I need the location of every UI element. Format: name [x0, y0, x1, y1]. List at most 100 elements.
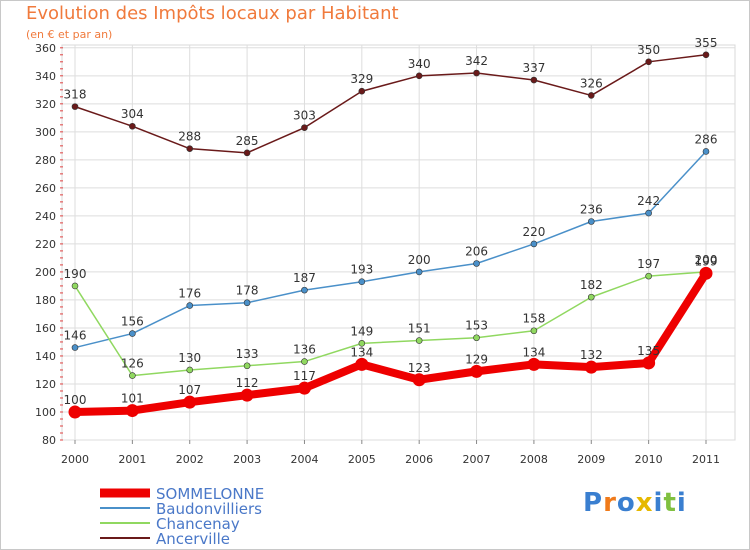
logo-letter: i [676, 488, 687, 518]
y-tick-label: 220 [35, 238, 56, 251]
data-point [530, 76, 538, 84]
data-point [587, 92, 595, 99]
data-point [358, 340, 366, 347]
y-tick-label: 260 [35, 182, 56, 195]
legend-label: Ancerville [156, 530, 230, 548]
y-tick-label: 80 [42, 434, 56, 447]
data-label: 200 [695, 253, 718, 267]
data-point [243, 149, 251, 157]
y-tick-label: 200 [35, 266, 56, 279]
data-label: 136 [293, 343, 316, 357]
data-point [699, 266, 713, 280]
data-label: 176 [178, 287, 201, 301]
x-tick-label: 2009 [577, 453, 605, 466]
data-point [243, 362, 251, 370]
data-point [473, 69, 480, 77]
x-tick-label: 2007 [463, 453, 491, 466]
data-label: 304 [121, 107, 144, 121]
x-tick-label: 2003 [233, 453, 261, 466]
chart-title: Evolution des Impôts locaux par Habitant [26, 3, 399, 24]
legend-label: SOMMELONNE [156, 485, 264, 503]
data-point [68, 405, 82, 419]
axes: 80 100 120 140 160 180 200 220 240 260 280 300 320 34… [35, 42, 720, 466]
y-tick-label: 180 [35, 294, 56, 307]
data-point [125, 404, 139, 418]
proxiti-logo: Proxiti [583, 488, 687, 518]
data-point [470, 364, 484, 378]
data-point [243, 299, 251, 307]
x-tick-label: 2005 [348, 453, 376, 466]
logo-letter: i [653, 488, 664, 518]
data-point [642, 356, 656, 370]
data-label: 285 [236, 134, 259, 148]
data-point [415, 72, 423, 80]
logo-letter: o [616, 488, 636, 518]
data-point [129, 372, 136, 379]
x-tick-label: 2008 [520, 453, 548, 466]
legend-label: Chancenay [156, 515, 240, 533]
data-point [129, 330, 136, 337]
data-label: 318 [64, 88, 87, 102]
data-label: 134 [350, 345, 373, 359]
data-point [358, 278, 366, 286]
data-label: 220 [522, 225, 545, 239]
data-label: 286 [695, 132, 718, 146]
data-label: 340 [408, 57, 431, 71]
data-label: 182 [580, 278, 603, 292]
data-point [530, 240, 538, 248]
data-label: 326 [580, 76, 603, 90]
data-label: 112 [236, 376, 259, 390]
data-label: 153 [465, 319, 488, 333]
data-point [584, 360, 598, 374]
x-tick-label: 2011 [692, 453, 720, 466]
y-tick-label: 360 [35, 42, 56, 55]
data-label: 158 [522, 312, 545, 326]
series-line-ancerville [74, 54, 707, 154]
y-tick-label: 140 [35, 350, 56, 363]
data-point [183, 395, 197, 409]
data-label: 190 [64, 267, 87, 281]
data-label: 206 [465, 245, 488, 259]
data-label: 135 [637, 344, 660, 358]
data-label: 129 [465, 352, 488, 366]
data-label: 342 [465, 54, 488, 68]
data-point [186, 302, 194, 309]
data-label: 178 [236, 284, 259, 298]
data-label: 197 [637, 257, 660, 271]
series-line-baudonvilliers [74, 150, 707, 349]
data-label: 303 [293, 109, 316, 123]
y-tick-label: 160 [35, 322, 56, 335]
data-point [358, 87, 366, 95]
data-labels: 100 101 107 112 117 134 123 129 134 132 135 199 146 1… [64, 36, 718, 407]
data-label: 132 [580, 348, 603, 362]
data-point [71, 344, 79, 351]
data-point [415, 268, 423, 276]
data-label: 107 [178, 383, 201, 397]
data-label: 130 [178, 351, 201, 365]
data-point [645, 58, 652, 66]
data-point [587, 218, 595, 225]
data-point [301, 358, 308, 365]
data-point [301, 124, 308, 131]
data-label: 134 [522, 345, 545, 359]
x-tick-label: 2002 [176, 453, 204, 466]
data-point [587, 293, 595, 301]
y-tick-label: 320 [35, 98, 56, 111]
data-point [412, 373, 426, 387]
series-line-sommelonne [71, 269, 710, 416]
x-tick-label: 2006 [405, 453, 433, 466]
data-point [473, 260, 480, 267]
legend: SOMMELONNEBaudonvilliersChancenayAncervi… [100, 485, 264, 548]
data-point [355, 357, 369, 371]
series-layer [68, 51, 713, 419]
data-point [645, 272, 652, 280]
x-tick-label: 2010 [635, 453, 663, 466]
y-tick-label: 280 [35, 154, 56, 167]
data-label: 117 [293, 369, 316, 383]
data-label: 199 [695, 254, 718, 268]
data-point [186, 366, 194, 374]
logo-letter: r [603, 488, 617, 518]
data-point [186, 145, 194, 152]
